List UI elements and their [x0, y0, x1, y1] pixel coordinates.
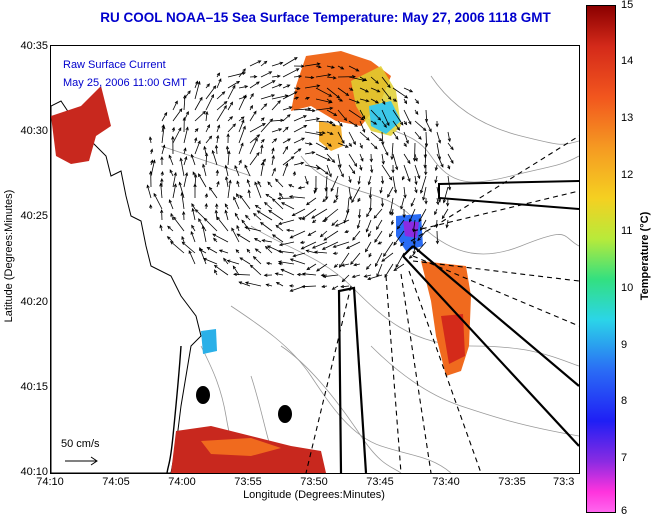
- y-axis-label: Latitude (Degrees:Minutes): [3, 189, 15, 323]
- y-tick-label: 40:35: [20, 40, 48, 52]
- colorbar-tick: 7: [621, 452, 628, 464]
- colorbar-tick: 10: [621, 282, 634, 294]
- colorbar-tick: 12: [621, 169, 634, 181]
- sst-patch-land-upper: [51, 86, 111, 164]
- page-title: RU COOL NOAA–15 Sea Surface Temperature:…: [100, 10, 551, 25]
- temperature-colorbar: [586, 5, 616, 513]
- marker-ellipse: [278, 405, 292, 423]
- y-tick-label: 40:15: [20, 381, 48, 393]
- x-tick-label: 73:50: [300, 476, 328, 488]
- x-tick-label: 74:05: [102, 476, 130, 488]
- y-tick-label: 40:30: [20, 125, 48, 137]
- shipping-lanes: [337, 180, 579, 473]
- scale-label: 50 cm/s: [61, 438, 100, 450]
- coastline-shore: [166, 345, 182, 473]
- sst-patch-south-warm: [201, 438, 281, 456]
- x-tick-label: 73:45: [366, 476, 394, 488]
- x-tick-label: 73:40: [432, 476, 460, 488]
- dashed-lanes: [305, 135, 579, 473]
- colorbar-tick: 13: [621, 112, 634, 124]
- y-tick-label: 40:25: [20, 210, 48, 222]
- sst-patch-coastal-cyan: [201, 329, 217, 354]
- sst-patch-violet: [403, 221, 419, 238]
- sst-patches: [51, 51, 471, 473]
- channel-southeast: [402, 245, 579, 447]
- colorbar-tick: 14: [621, 55, 634, 67]
- x-axis-label: Longitude (Degrees:Minutes): [243, 489, 385, 501]
- x-tick-label: 74:00: [168, 476, 196, 488]
- x-tick-label: 73:3: [553, 476, 575, 488]
- map-plot-area: Raw Surface Current May 25, 2006 11:00 G…: [50, 45, 580, 474]
- colorbar-tick: 8: [621, 395, 628, 407]
- channel-east: [438, 180, 579, 210]
- map-canvas: [51, 51, 579, 473]
- legend-line-1: Raw Surface Current: [63, 59, 166, 71]
- y-tick-label: 40:20: [20, 296, 48, 308]
- colorbar-tick: 15: [621, 0, 634, 11]
- colorbar-tick: 6: [621, 505, 628, 517]
- y-tick-label: 40:10: [20, 466, 48, 478]
- colorbar-title: Temperature (°C): [639, 211, 651, 301]
- colorbar-tick: 9: [621, 339, 628, 351]
- colorbar-tick: 11: [621, 225, 633, 237]
- sst-patch-offshore-core: [441, 314, 465, 364]
- x-tick-label: 73:35: [498, 476, 526, 488]
- channel-south: [337, 286, 368, 473]
- x-tick-label: 73:55: [234, 476, 262, 488]
- scale-arrow: [65, 456, 98, 466]
- current-vectors: [146, 57, 454, 292]
- sst-patch-orange-small: [319, 121, 343, 151]
- current-legend: Raw Surface Current May 25, 2006 11:00 G…: [63, 56, 187, 92]
- bathymetry-contours: [160, 75, 579, 473]
- x-tick-label: 74:10: [36, 476, 64, 488]
- marker-ellipse: [196, 386, 210, 404]
- legend-line-2: May 25, 2006 11:00 GMT: [63, 77, 187, 89]
